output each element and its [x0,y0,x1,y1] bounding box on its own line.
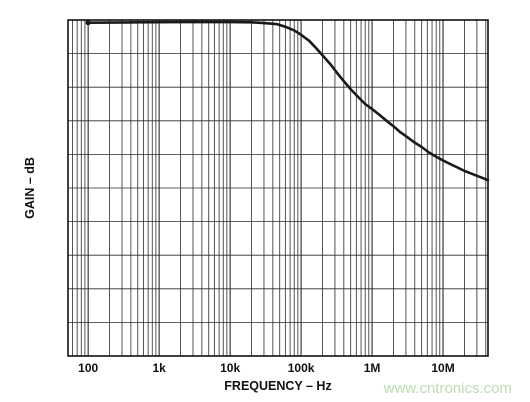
y-axis-title: GAIN – dB [23,157,37,219]
gain-curve [86,20,490,182]
data-point [85,20,91,26]
x-tick-label: 10k [220,361,240,375]
x-tick-label: 1k [152,361,166,375]
plot-frame [67,19,489,357]
x-axis-title: FREQUENCY – Hz [224,379,331,393]
watermark: www.cntronics.com [383,380,512,397]
x-tick-label: 100 [78,361,98,375]
grid [68,20,488,356]
x-tick-label: 1M [364,361,381,375]
data-points [85,20,489,181]
x-tick-labels: 100 1k 10k 100k 1M 10M [78,361,455,375]
x-tick-label: 100k [288,361,315,375]
x-tick-label: 10M [431,361,454,375]
